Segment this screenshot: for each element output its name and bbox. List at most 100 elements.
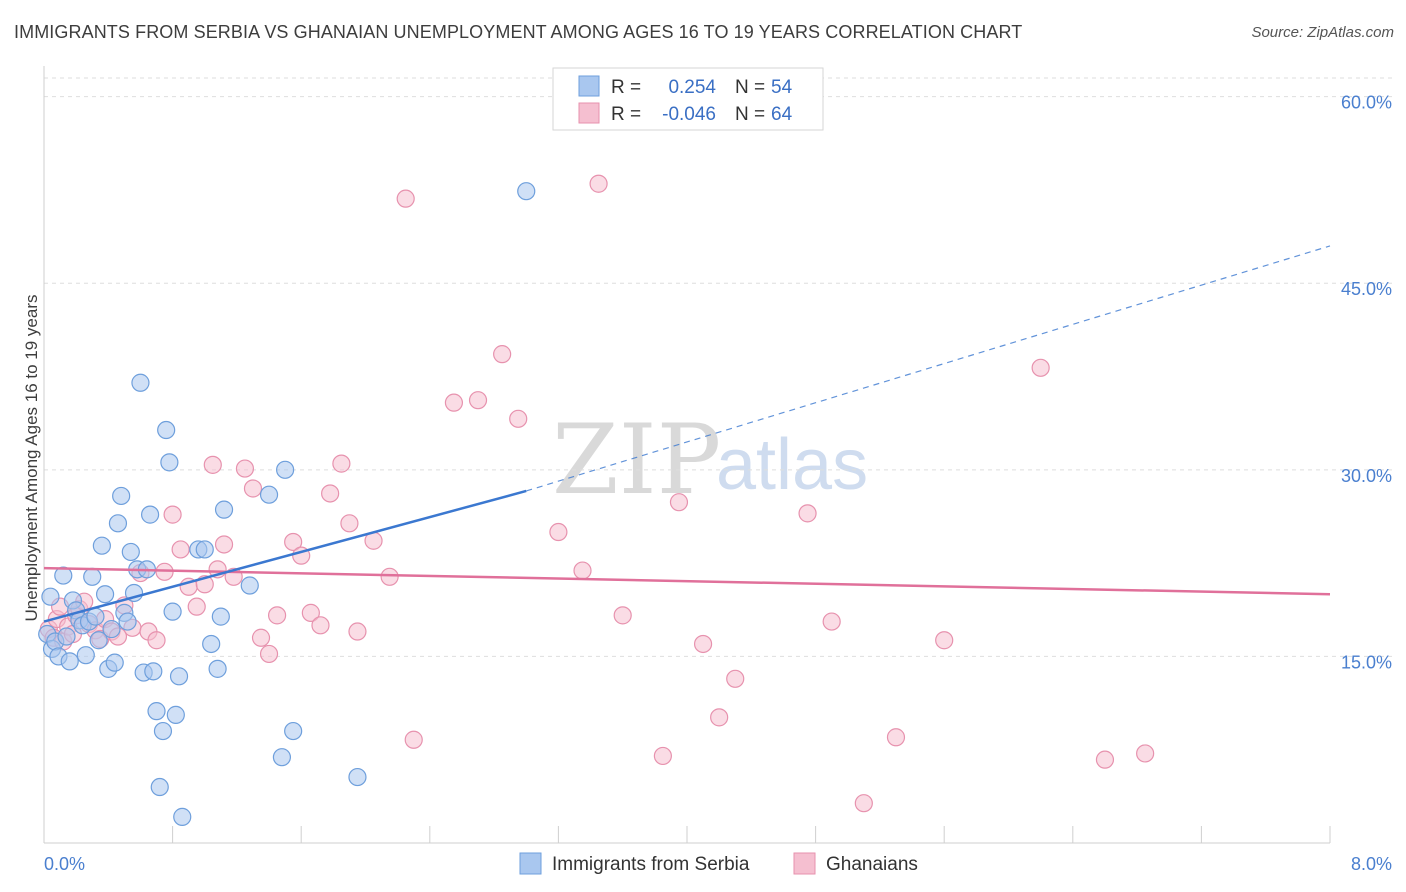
data-point-serbia [348, 767, 367, 787]
data-point-serbia [160, 453, 179, 472]
data-point-ghanaians [284, 532, 303, 552]
legend: R = 0.254 N = 54 R = -0.046 N = 64 [552, 67, 824, 131]
legend-r-label-ghana: R = [611, 104, 641, 125]
data-point-serbia [144, 662, 163, 681]
data-point-ghanaians [380, 567, 399, 586]
bottom-legend: Immigrants from Serbia Ghanaians [519, 852, 918, 875]
legend-swatch-ghana [578, 102, 600, 124]
data-point-ghanaians [214, 535, 234, 554]
y-tick-label: 60.0% [1341, 93, 1392, 113]
data-point-serbia [150, 777, 169, 797]
data-point-serbia [240, 576, 259, 595]
data-point-ghanaians [798, 504, 817, 523]
data-point-serbia [57, 627, 76, 646]
data-point-ghanaians [332, 454, 351, 473]
legend-swatch-serbia [578, 75, 600, 97]
data-point-ghanaians [251, 628, 271, 647]
legend-n-value-ghana: 64 [771, 104, 793, 125]
data-point-ghanaians [171, 540, 190, 559]
watermark-zip: ZIP [552, 404, 721, 516]
data-point-serbia [169, 667, 189, 686]
data-point-ghanaians [549, 522, 568, 542]
data-point-serbia [259, 485, 279, 504]
data-point-ghanaians [348, 622, 367, 641]
bottom-legend-label-serbia: Immigrants from Serbia [552, 854, 750, 875]
data-point-serbia [83, 567, 102, 586]
data-point-serbia [105, 653, 124, 672]
data-point-ghanaians [1031, 358, 1050, 377]
axes [43, 66, 1331, 844]
bottom-legend-swatch-serbia [519, 852, 542, 875]
data-point-serbia [76, 646, 95, 665]
serbia-points [38, 182, 536, 826]
data-point-ghanaians [589, 174, 608, 193]
trend-line-ghanaians [43, 566, 1331, 596]
data-point-ghanaians [854, 794, 873, 813]
data-point-ghanaians [235, 459, 255, 478]
data-point-serbia [41, 587, 60, 606]
trend-line-serbia-extrapolated [526, 245, 1331, 492]
data-point-serbia [108, 514, 128, 533]
data-point-serbia [131, 373, 150, 392]
data-point-ghanaians [1136, 744, 1155, 763]
legend-n-label-ghana: N = [735, 104, 765, 125]
trend-lines [43, 245, 1331, 623]
data-point-serbia [214, 500, 234, 519]
data-point-ghanaians [340, 514, 359, 533]
data-point-ghanaians [321, 484, 340, 503]
data-point-ghanaians [710, 708, 729, 727]
data-point-ghanaians [203, 455, 222, 474]
data-point-ghanaians [693, 634, 713, 654]
y-tick-labels: 15.0% 30.0% 45.0% 60.0% [1341, 93, 1392, 673]
legend-r-value-serbia: 0.254 [668, 77, 716, 98]
data-point-ghanaians [726, 669, 745, 688]
data-point-ghanaians [301, 603, 320, 622]
legend-n-label-serbia: N = [735, 77, 765, 98]
data-point-serbia [118, 612, 137, 631]
data-point-serbia [147, 702, 166, 721]
data-point-serbia [276, 460, 295, 479]
data-point-serbia [208, 659, 227, 678]
x-tick-label-max: 8.0% [1351, 854, 1392, 874]
legend-n-value-serbia: 54 [771, 77, 793, 98]
data-point-ghanaians [163, 505, 182, 524]
data-point-ghanaians [653, 746, 672, 766]
data-point-ghanaians [444, 393, 464, 412]
data-point-serbia [89, 631, 108, 650]
y-axis-label: Unemployment Among Ages 16 to 19 years [22, 295, 41, 622]
legend-r-value-ghana: -0.046 [662, 104, 716, 125]
data-point-ghanaians [311, 616, 330, 635]
data-point-ghanaians [147, 631, 166, 650]
data-point-serbia [86, 607, 105, 626]
data-point-ghanaians [259, 644, 279, 664]
x-tick-label-min: 0.0% [44, 854, 85, 874]
data-point-serbia [202, 634, 221, 654]
y-tick-label: 45.0% [1341, 279, 1392, 299]
data-point-serbia [102, 619, 121, 639]
gridlines [44, 77, 1392, 657]
data-point-ghanaians [267, 606, 287, 625]
data-point-ghanaians [404, 730, 423, 749]
data-point-ghanaians [509, 409, 528, 428]
data-point-serbia [163, 602, 182, 621]
data-point-serbia [92, 536, 111, 555]
data-point-ghanaians [573, 561, 592, 580]
bottom-legend-label-ghana: Ghanaians [826, 854, 918, 875]
data-point-ghanaians [613, 606, 632, 625]
y-tick-label: 30.0% [1341, 466, 1392, 486]
bottom-legend-swatch-ghana [793, 852, 816, 875]
legend-r-label-serbia: R = [611, 77, 641, 98]
source-credit: Source: ZipAtlas.com [1251, 24, 1394, 41]
y-tick-label: 15.0% [1341, 652, 1392, 672]
data-point-serbia [166, 705, 185, 724]
data-point-serbia [60, 652, 79, 671]
data-point-serbia [112, 486, 131, 506]
data-point-serbia [54, 566, 73, 585]
data-point-ghanaians [187, 597, 206, 616]
data-point-ghanaians [243, 479, 263, 498]
data-point-serbia [121, 542, 140, 562]
data-point-serbia [272, 748, 292, 767]
data-point-ghanaians [935, 631, 954, 650]
data-point-ghanaians [493, 345, 512, 364]
